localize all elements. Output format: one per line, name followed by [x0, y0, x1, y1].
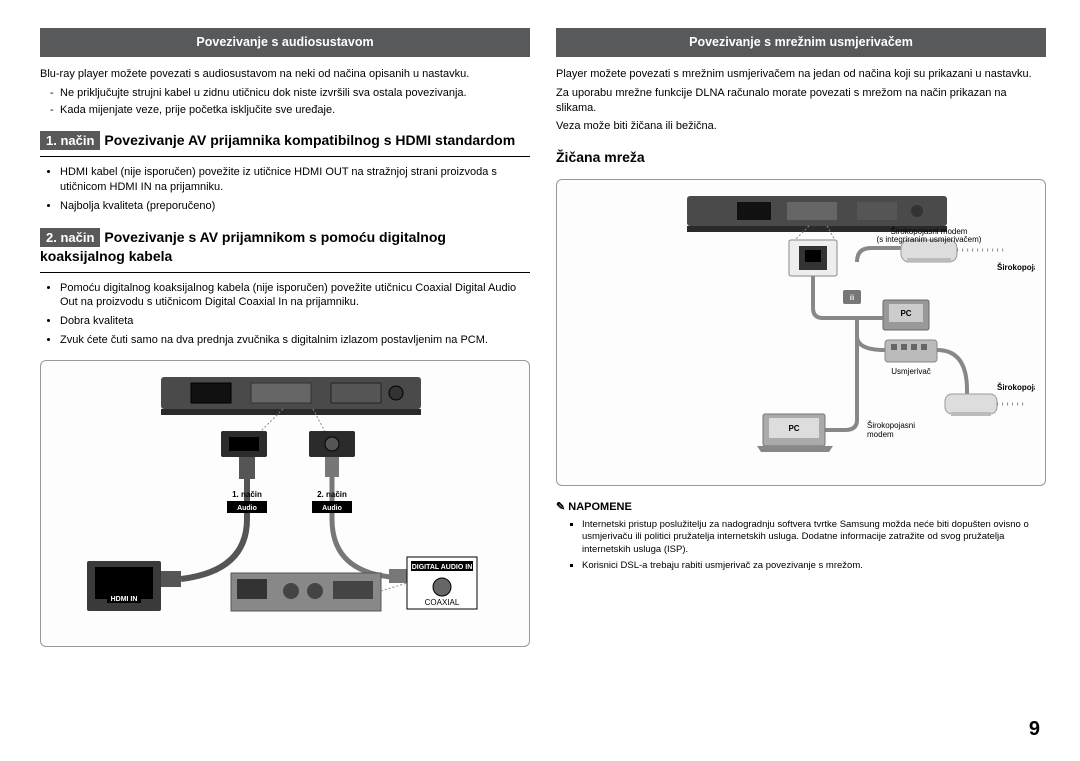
bullet-item: Dobra kvaliteta: [60, 314, 530, 329]
right-column: Povezivanje s mrežnim usmjerivačem Playe…: [556, 28, 1046, 647]
bullet-item: Zvuk ćete čuti samo na dva prednja zvučn…: [60, 333, 530, 348]
wired-subheading: Žičana mreža: [556, 148, 1046, 167]
page-number: 9: [1029, 716, 1040, 743]
bullet-item: Pomoću digitalnog koaksijalnog kabela (n…: [60, 281, 530, 311]
svg-text:modem: modem: [867, 430, 894, 439]
audio-diagram: 1. način Audio 2. način Audio HDMI IN: [40, 360, 530, 647]
left-column: Povezivanje s audiosustavom Blu-ray play…: [40, 28, 530, 647]
svg-text:ili: ili: [850, 295, 855, 302]
svg-text:PC: PC: [788, 424, 799, 433]
network-header: Povezivanje s mrežnim usmjerivačem: [556, 28, 1046, 57]
svg-text:HDMI IN: HDMI IN: [111, 596, 138, 603]
method2-tag: 2. način: [40, 228, 100, 247]
svg-text:Audio: Audio: [322, 505, 342, 512]
svg-text:Audio: Audio: [237, 505, 257, 512]
bullet-item: Najbolja kvaliteta (preporučeno): [60, 199, 530, 214]
network-diagram: Širokopojasni modem (s integriranim usmj…: [556, 179, 1046, 486]
warning-item: Ne priključujte strujni kabel u zidnu ut…: [50, 86, 530, 101]
net-intro2: Za uporabu mrežne funkcije DLNA računalo…: [556, 86, 1046, 116]
bullet-item: HDMI kabel (nije isporučen) povežite iz …: [60, 165, 530, 195]
method2-heading: 2. načinPovezivanje s AV prijamnikom s p…: [40, 228, 530, 273]
audio-header: Povezivanje s audiosustavom: [40, 28, 530, 57]
warning-item: Kada mijenjate veze, prije početka isklj…: [50, 103, 530, 118]
notes-list: Internetski pristup poslužitelju za nado…: [556, 519, 1046, 572]
notes-heading: NAPOMENE: [556, 500, 1046, 515]
svg-text:(s integriranim usmjerivačem): (s integriranim usmjerivačem): [877, 235, 982, 244]
svg-text:Širokopojasni: Širokopojasni: [867, 421, 915, 430]
svg-text:COAXIAL: COAXIAL: [425, 598, 460, 607]
svg-text:1. način: 1. način: [232, 490, 262, 499]
svg-text:Širokopojasna mrežna usluga: Širokopojasna mrežna usluga: [997, 263, 1035, 272]
svg-text:PC: PC: [900, 309, 911, 318]
svg-text:DIGITAL AUDIO IN: DIGITAL AUDIO IN: [412, 564, 473, 571]
method1-title: Povezivanje AV prijamnika kompatibilnog …: [104, 132, 515, 148]
net-intro3: Veza može biti žičana ili bežična.: [556, 119, 1046, 134]
svg-text:Širokopojasna mrežna usluga: Širokopojasna mrežna usluga: [997, 383, 1035, 392]
audio-intro: Blu-ray player možete povezati s audiosu…: [40, 67, 530, 82]
svg-text:Usmjerivač: Usmjerivač: [891, 367, 931, 376]
method1-tag: 1. način: [40, 131, 100, 150]
net-intro1: Player možete povezati s mrežnim usmjeri…: [556, 67, 1046, 82]
method2-title: Povezivanje s AV prijamnikom s pomoću di…: [40, 229, 446, 264]
svg-text:2. način: 2. način: [317, 490, 347, 499]
method1-bullets: HDMI kabel (nije isporučen) povežite iz …: [40, 165, 530, 214]
method1-heading: 1. načinPovezivanje AV prijamnika kompat…: [40, 131, 530, 157]
note-item: Internetski pristup poslužitelju za nado…: [582, 519, 1046, 556]
audio-warnings: Ne priključujte strujni kabel u zidnu ut…: [40, 86, 530, 118]
method2-bullets: Pomoću digitalnog koaksijalnog kabela (n…: [40, 281, 530, 348]
note-item: Korisnici DSL-a trebaju rabiti usmjeriva…: [582, 560, 1046, 572]
